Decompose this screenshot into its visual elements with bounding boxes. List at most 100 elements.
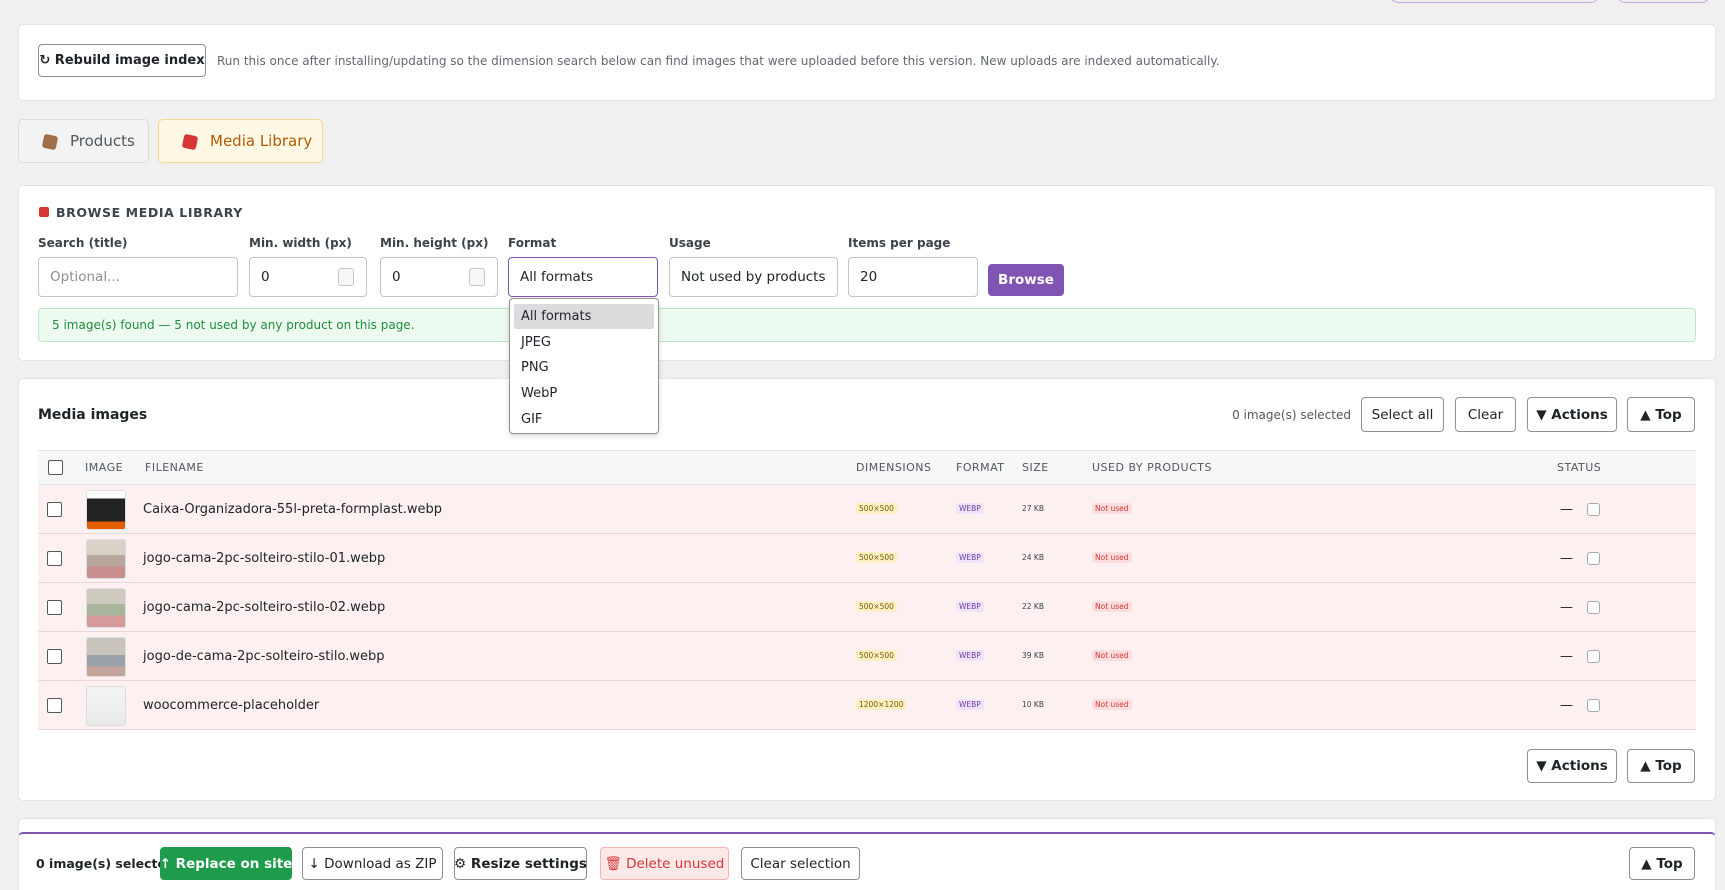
column-header: DIMENSIONS bbox=[856, 461, 932, 474]
toolbar-button[interactable]: ▲ Top bbox=[1627, 749, 1695, 783]
filename: jogo-cama-2pc-solteiro-stilo-02.webp bbox=[143, 600, 386, 615]
used-badge: Not used bbox=[1092, 650, 1132, 661]
footer-button[interactable]: Clear selection bbox=[741, 847, 860, 880]
field-value: Not used by products bbox=[681, 269, 826, 285]
size-text: 10 KB bbox=[1022, 700, 1044, 709]
footer-button[interactable]: ↓ Download as ZIP bbox=[302, 847, 443, 880]
filename: woocommerce-placeholder bbox=[143, 698, 320, 713]
filename: jogo-cama-2pc-solteiro-stilo-01.webp bbox=[143, 551, 386, 566]
dimensions-badge: 500×500 bbox=[856, 601, 897, 612]
field-input[interactable]: 0 bbox=[380, 257, 498, 297]
toolbar-button[interactable]: ▼ Actions bbox=[1527, 397, 1617, 432]
column-header: STATUS bbox=[1557, 461, 1602, 474]
column-header: IMAGE bbox=[85, 461, 124, 474]
field-input[interactable]: 20 bbox=[848, 257, 978, 297]
filename: Caixa-Organizadora-55l-preta-formplast.w… bbox=[143, 502, 442, 517]
column-header: USED BY PRODUCTS bbox=[1092, 461, 1212, 474]
spinner[interactable] bbox=[338, 268, 354, 286]
dropdown-option[interactable]: All formats bbox=[514, 304, 654, 329]
footer-button[interactable]: ▲ Top bbox=[1629, 847, 1695, 880]
row-checkbox[interactable] bbox=[47, 698, 62, 713]
rebuild-card bbox=[18, 24, 1716, 101]
media-title: Media images bbox=[38, 407, 148, 423]
browse-button[interactable]: Browse bbox=[988, 264, 1064, 296]
column-header: SIZE bbox=[1022, 461, 1049, 474]
status-icon[interactable] bbox=[1587, 601, 1600, 614]
status-text: — bbox=[1560, 502, 1573, 517]
toolbar-button[interactable]: Select all bbox=[1361, 397, 1444, 432]
status-icon[interactable] bbox=[1587, 503, 1600, 516]
format-badge: WEBP bbox=[956, 650, 984, 661]
footer-button[interactable]: ↑ Replace on site bbox=[160, 847, 292, 880]
rebuild-button[interactable]: ↻ Rebuild image index bbox=[38, 44, 206, 77]
table-header bbox=[38, 450, 1696, 485]
top-pill[interactable] bbox=[1388, 0, 1601, 3]
status-text: — bbox=[1560, 649, 1573, 664]
column-header: FILENAME bbox=[145, 461, 204, 474]
row-checkbox[interactable] bbox=[47, 649, 62, 664]
footer-bar bbox=[18, 832, 1716, 890]
status-icon[interactable] bbox=[1587, 699, 1600, 712]
tab[interactable]: Media Library bbox=[158, 119, 323, 163]
size-text: 27 KB bbox=[1022, 504, 1044, 513]
status-icon[interactable] bbox=[1587, 650, 1600, 663]
dropdown-option[interactable]: JPEG bbox=[521, 334, 551, 350]
used-badge: Not used bbox=[1092, 699, 1132, 710]
field-input[interactable]: Not used by products bbox=[669, 257, 838, 297]
dimensions-badge: 500×500 bbox=[856, 503, 897, 514]
dimensions-badge: 1200×1200 bbox=[856, 699, 907, 710]
format-badge: WEBP bbox=[956, 699, 984, 710]
field-value: All formats bbox=[520, 269, 594, 285]
size-text: 22 KB bbox=[1022, 602, 1044, 611]
browse-heading: BROWSE MEDIA LIBRARY bbox=[56, 204, 243, 220]
thumbnail bbox=[86, 637, 126, 677]
rebuild-note: Run this once after installing/updating … bbox=[217, 53, 1220, 68]
field-value: 0 bbox=[392, 269, 401, 285]
field-label: Usage bbox=[669, 236, 711, 250]
dropdown-option[interactable]: GIF bbox=[521, 411, 543, 427]
thumbnail bbox=[86, 686, 126, 726]
spinner[interactable] bbox=[469, 268, 485, 286]
top-pill[interactable] bbox=[1615, 0, 1712, 3]
tab-icon bbox=[181, 133, 199, 151]
field-label: Format bbox=[508, 236, 557, 250]
field-input[interactable]: 0 bbox=[249, 257, 367, 297]
footer-button[interactable]: ⚙ Resize settings bbox=[454, 847, 587, 880]
dropdown-option[interactable]: WebP bbox=[521, 386, 558, 402]
thumbnail bbox=[86, 588, 126, 628]
format-badge: WEBP bbox=[956, 552, 984, 563]
field-label: Min. width (px) bbox=[249, 236, 352, 250]
field-value: 0 bbox=[261, 269, 270, 285]
thumbnail bbox=[86, 539, 126, 579]
tab-label: Media Library bbox=[210, 132, 313, 150]
tab[interactable]: Products bbox=[18, 119, 149, 163]
toolbar-button[interactable]: ▲ Top bbox=[1627, 397, 1695, 432]
format-badge: WEBP bbox=[956, 503, 984, 514]
format-badge: WEBP bbox=[956, 601, 984, 612]
used-badge: Not used bbox=[1092, 601, 1132, 612]
status-icon[interactable] bbox=[1587, 552, 1600, 565]
row-checkbox[interactable] bbox=[47, 502, 62, 517]
header-checkbox[interactable] bbox=[48, 460, 63, 475]
row-checkbox[interactable] bbox=[47, 600, 62, 615]
filename: jogo-de-cama-2pc-solteiro-stilo.webp bbox=[143, 649, 385, 664]
field-input[interactable]: All formats bbox=[508, 257, 658, 297]
footer-button[interactable]: 🗑 Delete unused bbox=[600, 847, 729, 880]
used-badge: Not used bbox=[1092, 552, 1132, 563]
tab-icon bbox=[41, 133, 59, 151]
status-text: — bbox=[1560, 551, 1573, 566]
status-text: — bbox=[1560, 698, 1573, 713]
used-badge: Not used bbox=[1092, 503, 1132, 514]
tab-label: Products bbox=[70, 132, 135, 150]
row-checkbox[interactable] bbox=[47, 551, 62, 566]
toolbar-button[interactable]: ▼ Actions bbox=[1527, 749, 1617, 783]
format-dropdown: All formats JPEG PNG WebP GIF bbox=[509, 298, 659, 434]
notice: 5 image(s) found — 5 not used by any pro… bbox=[38, 308, 1696, 342]
status-text: — bbox=[1560, 600, 1573, 615]
dropdown-option[interactable]: PNG bbox=[521, 360, 549, 376]
field-input[interactable]: Optional... bbox=[38, 257, 238, 297]
field-value: 20 bbox=[860, 269, 878, 285]
toolbar-button[interactable]: Clear bbox=[1455, 397, 1516, 432]
field-label: Search (title) bbox=[38, 236, 128, 250]
